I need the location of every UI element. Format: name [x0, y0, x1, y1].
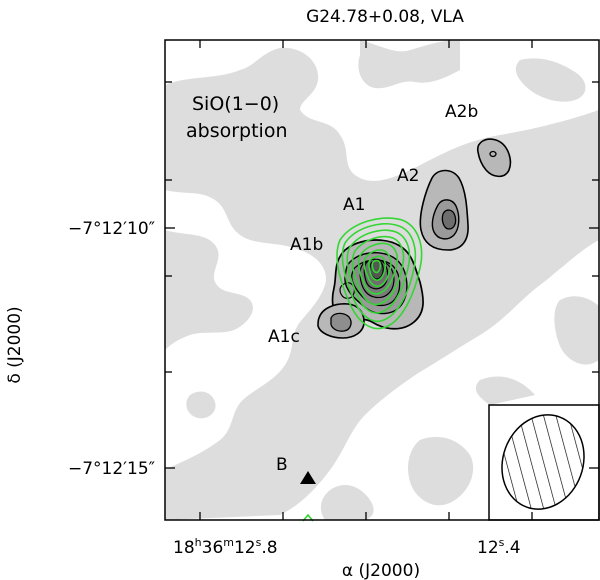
gray-region [475, 376, 535, 405]
beam-inset [488, 404, 600, 521]
gray-region [186, 391, 216, 419]
green-contour [341, 223, 417, 323]
green-contour [357, 242, 399, 295]
y-tick-label: −7°12′15″ [68, 459, 155, 479]
line-label-sub: absorption [186, 120, 288, 142]
plot-frame [164, 39, 600, 521]
green-contour [346, 229, 411, 314]
beam-ellipse [501, 414, 585, 510]
green-contour [368, 255, 387, 281]
y-axis-label: δ (J2000) [5, 306, 25, 383]
line-label: SiO(1−0) [192, 93, 279, 115]
tick-marks [165, 40, 599, 520]
contour-a2-core [441, 209, 457, 230]
gray-region [165, 230, 253, 350]
gray-region [320, 485, 374, 520]
source-label-a2: A2 [397, 166, 419, 186]
green-contour [363, 249, 392, 287]
contour-a1c-inner [330, 312, 352, 332]
chart-title: G24.78+0.08, VLA [306, 7, 464, 27]
contour-a2b-inner [489, 150, 497, 158]
source-label-b: B [276, 455, 288, 475]
green-contour [351, 235, 405, 306]
source-label-a1: A1 [343, 195, 365, 215]
gray-region [554, 296, 599, 365]
x-tick-label: 18h36m12s.8 [173, 536, 278, 558]
green-contour [336, 217, 423, 330]
absorption-contours [317, 138, 512, 339]
emission-contours [302, 217, 423, 522]
source-label-a1b: A1b [290, 235, 323, 255]
contour-a2b [476, 138, 512, 178]
source-label-a1c: A1c [268, 327, 300, 347]
x-axis-label: α (J2000) [342, 561, 420, 580]
source-label-a2b: A2b [445, 102, 478, 122]
gray-region [358, 40, 460, 89]
source-b-triangle [300, 471, 316, 484]
x-tick-label: 12s.4 [477, 536, 521, 558]
green-contour [371, 259, 382, 274]
green-contour-b [302, 513, 314, 522]
gray-region [515, 58, 586, 102]
gray-region [408, 436, 474, 506]
y-tick-label: −7°12′10″ [68, 219, 155, 239]
